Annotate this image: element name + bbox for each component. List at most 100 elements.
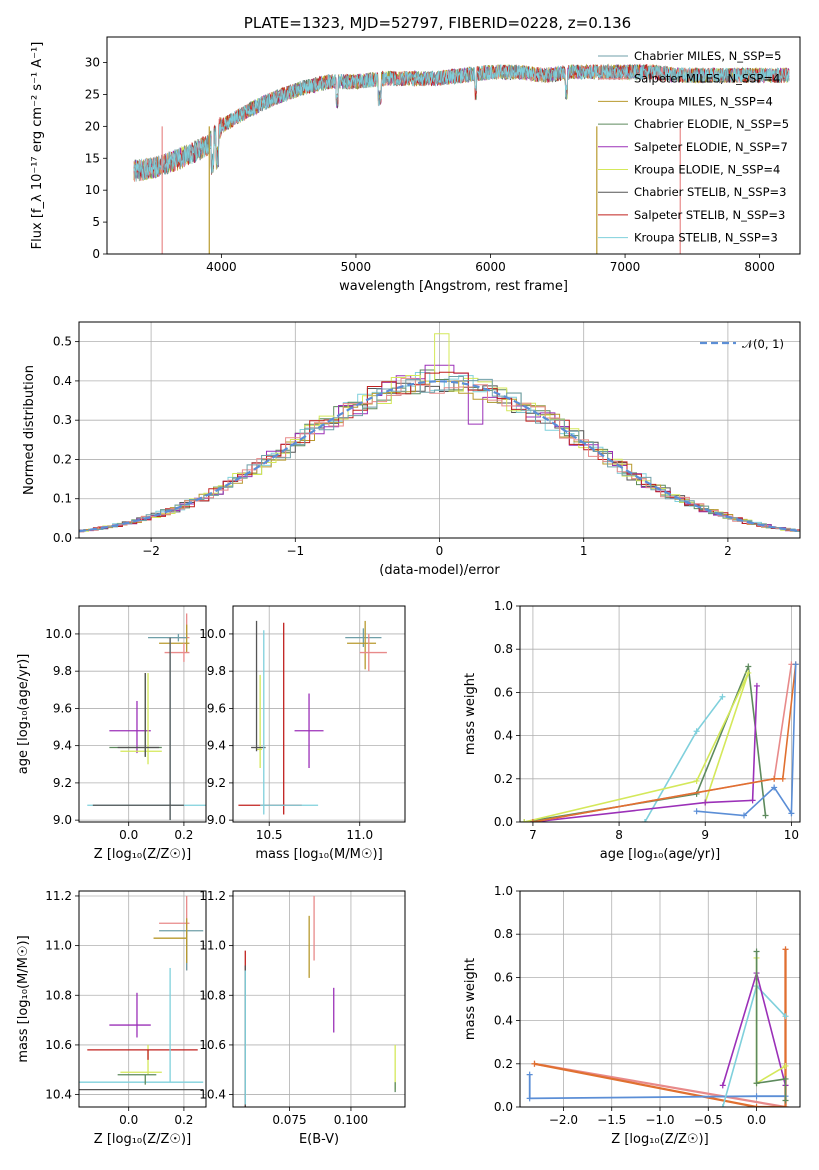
y-tick-label: 0.6	[494, 685, 513, 699]
x-axis-label: Z [log₁₀(Z/Z☉)]	[94, 847, 191, 862]
y-tick-label: 15	[85, 151, 100, 165]
x-tick-label: −1.0	[645, 1113, 674, 1127]
panel-7-axes: 0.075 0.100 10.4 10.6 10.8 11.0 11.2 E(B-V)	[199, 889, 406, 1147]
y-tick-label: 9.4	[53, 739, 72, 753]
x-tick-label: 10.5	[256, 828, 283, 842]
x-tick-label: −2.0	[549, 1113, 578, 1127]
legend: Chabrier MILES, N_SSP=5 Salpeter MILES, N…	[598, 49, 789, 245]
panel-4-grid	[233, 606, 405, 822]
x-axis-label: E(B-V)	[299, 1132, 339, 1147]
axis-frame	[232, 890, 406, 1108]
x-tick-label: 0.2	[174, 828, 193, 842]
mass-weight-marker	[693, 777, 700, 784]
y-tick-label: 10.8	[199, 988, 226, 1002]
x-tick-label: 0.100	[334, 1113, 368, 1127]
y-tick-label: 9.2	[53, 776, 72, 790]
mass-weight-marker	[693, 728, 700, 735]
error-bar	[92, 637, 184, 821]
x-tick-label: 6000	[475, 260, 506, 274]
error-bar	[345, 628, 382, 647]
mass-weight-line	[532, 685, 758, 822]
panel-1: 4000 5000 6000 7000 8000 0 5 10 15 20 25 30 waveleng…	[30, 14, 801, 294]
error-bar	[109, 673, 162, 757]
panel-5-axes: 7 8 9 10 0.0 0.2 0.4 0.6 0.8 1.0 age [log₁₀(age/yr…	[463, 599, 801, 862]
error-bar	[87, 637, 206, 821]
gaussian-curve	[79, 380, 800, 533]
y-tick-label: 25	[85, 87, 100, 101]
error-bar	[280, 622, 286, 815]
mass-weight-line	[755, 951, 787, 1101]
panel-5: 7 8 9 10 0.0 0.2 0.4 0.6 0.8 1.0 age [log₁₀(age/yr…	[463, 599, 801, 862]
x-tick-label: 8000	[744, 260, 775, 274]
y-tick-label: 11.0	[199, 939, 226, 953]
mass-weight-line	[532, 664, 797, 822]
y-tick-label: 0.8	[494, 927, 513, 941]
x-tick-label: 10	[784, 828, 799, 842]
y-tick-label: 9.0	[207, 813, 226, 827]
mass-weight-marker	[531, 1060, 538, 1067]
x-axis-label: age [log₁₀(age/yr)]	[600, 847, 721, 862]
y-tick-label: 0.2	[53, 452, 72, 466]
mass-weight-line	[534, 949, 787, 1107]
x-tick-label: 0.0	[747, 1113, 766, 1127]
panel-1-axes: 4000 5000 6000 7000 8000 0 5 10 15 20 25 30 waveleng…	[30, 14, 801, 294]
y-tick-label: 5	[92, 215, 100, 229]
y-tick-label: 0.4	[53, 374, 72, 388]
x-tick-label: −1.5	[597, 1113, 626, 1127]
legend-entry: 𝒩(0, 1)	[742, 337, 784, 351]
legend-entry: Chabrier STELIB, N_SSP=3	[634, 185, 786, 199]
y-tick-label: 0.4	[494, 729, 513, 743]
error-bar	[159, 930, 204, 971]
y-tick-label: 0.6	[494, 970, 513, 984]
x-tick-label: −2	[142, 544, 160, 558]
panel-2-axes: −2 −1 0 1 2 0.0 0.1 0.2 0.3 0.4 0.5 (data-model)/er…	[22, 321, 801, 578]
residual-histogram	[79, 369, 800, 532]
mass-weight-marker	[753, 1104, 760, 1107]
y-tick-label: 11.0	[45, 939, 72, 953]
mass-weight-marker	[719, 693, 726, 700]
error-bar	[153, 918, 188, 963]
y-tick-label: 0.5	[53, 335, 72, 349]
panel-8-axes: −2.0 −1.5 −1.0 −0.5 0.0 0.0 0.2 0.4 0.6 0.8 1.0 Z […	[463, 884, 801, 1147]
y-axis-label: mass [log₁₀(M/M☉)]	[16, 935, 31, 1062]
mass-weight-marker	[526, 1071, 533, 1078]
legend-entry: Salpeter ELODIE, N_SSP=7	[634, 140, 788, 154]
y-tick-label: 0.8	[494, 642, 513, 656]
x-axis-label: (data-model)/error	[379, 563, 500, 578]
panel-3-axes: 0.0 0.2 9.0 9.2 9.4 9.6 9.8 10.0 Z [log₁₀(Z/Z☉)]…	[16, 605, 207, 862]
error-bar	[164, 643, 190, 662]
x-tick-label: 7	[529, 828, 537, 842]
spectrum-line	[133, 63, 790, 181]
axis-frame	[78, 605, 207, 823]
x-tick-label: −0.5	[694, 1113, 723, 1127]
y-tick-label: 0.0	[494, 815, 513, 829]
mass-weight-marker	[792, 661, 799, 668]
y-tick-label: 9.4	[207, 739, 226, 753]
mass-weight-marker	[753, 682, 760, 689]
mass-weight-marker	[779, 775, 786, 782]
x-tick-label: 0.0	[119, 828, 138, 842]
panel-3-plot	[87, 613, 206, 821]
mass-weight-marker	[782, 1062, 789, 1069]
axis-frame	[106, 36, 801, 255]
y-tick-label: 10.0	[45, 627, 72, 641]
panel-4-plot	[238, 620, 387, 815]
mass-weight-marker	[771, 775, 778, 782]
x-tick-label: 0.0	[119, 1113, 138, 1127]
y-axis-label: mass weight	[463, 958, 478, 1040]
y-tick-label: 0.1	[53, 492, 72, 506]
y-tick-label: 9.8	[207, 664, 226, 678]
mass-weight-marker	[753, 1080, 760, 1087]
panel-6-plot	[79, 895, 204, 1091]
mass-weight-line	[524, 672, 750, 822]
error-bar	[117, 673, 160, 757]
mass-weight-marker	[753, 1093, 760, 1100]
mass-weight-marker	[782, 1075, 789, 1082]
error-bar	[120, 673, 162, 765]
y-tick-label: 10	[85, 183, 100, 197]
mass-weight-marker	[745, 669, 752, 676]
y-tick-label: 10.4	[45, 1088, 72, 1102]
x-tick-label: 0.075	[272, 1113, 306, 1127]
legend-entry: Chabrier ELODIE, N_SSP=5	[634, 117, 789, 131]
y-tick-label: 11.2	[199, 889, 226, 903]
